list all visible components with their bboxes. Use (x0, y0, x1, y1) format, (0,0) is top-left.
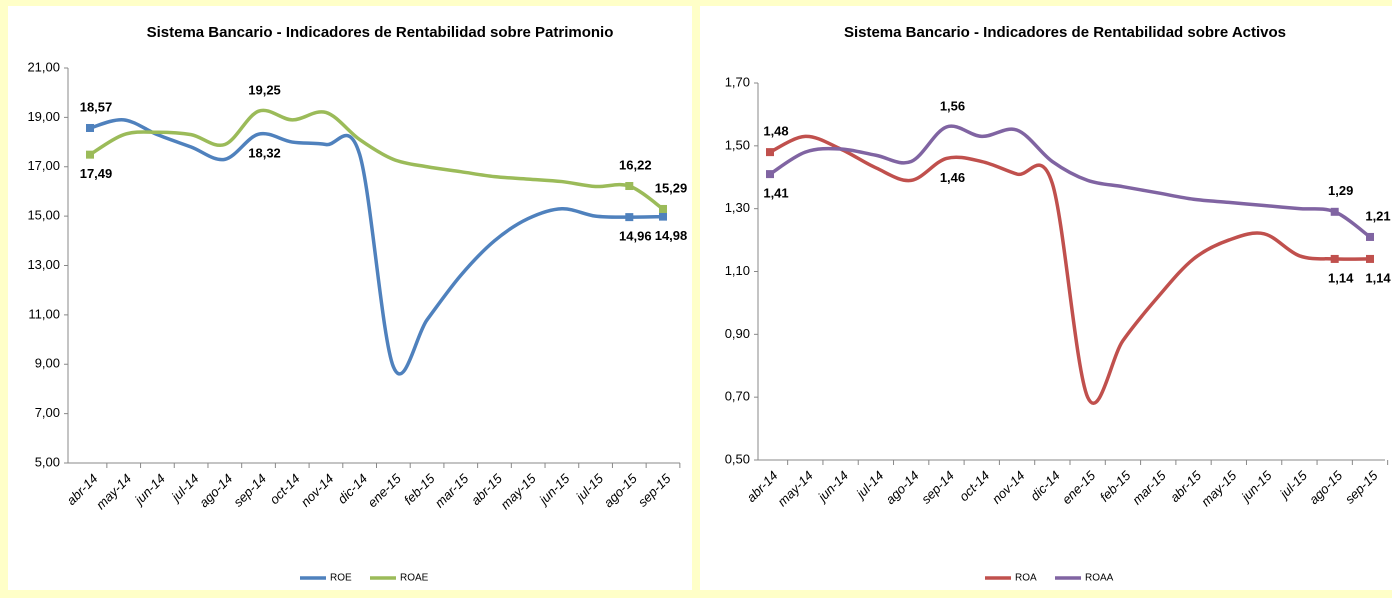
value-label: 1,29 (1328, 183, 1353, 198)
marker (1366, 232, 1374, 241)
value-label: 16,22 (619, 157, 652, 172)
marker (625, 213, 634, 222)
legend-label: ROAE (400, 573, 429, 584)
y-tick-label: 11,00 (28, 306, 60, 321)
value-label: 18,57 (80, 99, 113, 114)
y-tick-label: 21,00 (27, 59, 60, 74)
marker (1366, 254, 1374, 263)
value-label: 1,56 (940, 98, 965, 113)
marker (1330, 254, 1339, 263)
y-tick-label: 1,30 (725, 200, 750, 215)
value-label: 19,25 (248, 83, 281, 98)
y-tick-label: 13,00 (27, 257, 60, 272)
marker (86, 123, 94, 132)
legend-label: ROE (330, 573, 352, 584)
value-label: 14,98 (655, 228, 688, 243)
value-label: 1,41 (763, 186, 788, 201)
y-tick-label: 5,00 (35, 454, 60, 469)
value-label: 15,29 (655, 180, 688, 195)
left-panel (8, 6, 692, 590)
value-label: 1,14 (1365, 270, 1391, 285)
y-tick-label: 7,00 (35, 405, 60, 420)
y-tick-label: 0,70 (725, 389, 750, 404)
marker (766, 170, 774, 179)
marker (1330, 207, 1339, 216)
right-panel (700, 6, 1392, 590)
legend-label: ROAA (1085, 573, 1114, 584)
line (769, 124, 1372, 239)
y-tick-label: 9,00 (35, 356, 60, 371)
value-label: 1,14 (1328, 270, 1354, 285)
chart-title: Sistema Bancario - Indicadores de Rentab… (147, 24, 614, 41)
y-tick-label: 17,00 (27, 158, 60, 173)
value-label: 14,96 (619, 229, 652, 244)
line (89, 118, 664, 376)
legend-label: ROA (1015, 573, 1037, 584)
marker (659, 212, 667, 221)
y-tick-label: 1,70 (725, 74, 750, 89)
y-tick-label: 1,10 (725, 263, 750, 278)
y-tick-label: 1,50 (725, 137, 750, 152)
y-tick-label: 0,50 (725, 451, 750, 466)
y-tick-label: 15,00 (27, 208, 60, 223)
chart-title: Sistema Bancario - Indicadores de Rentab… (844, 24, 1286, 41)
value-label: 1,21 (1365, 208, 1390, 223)
line (769, 134, 1371, 405)
marker (659, 204, 667, 213)
value-label: 17,49 (80, 166, 113, 181)
value-label: 1,48 (763, 124, 788, 139)
marker (625, 182, 634, 191)
y-tick-label: 19,00 (27, 109, 60, 124)
line (89, 108, 665, 211)
y-tick-label: 0,90 (725, 326, 750, 341)
value-label: 18,32 (248, 146, 281, 161)
marker (86, 150, 94, 159)
value-label: 1,46 (940, 170, 965, 185)
marker (766, 148, 774, 157)
